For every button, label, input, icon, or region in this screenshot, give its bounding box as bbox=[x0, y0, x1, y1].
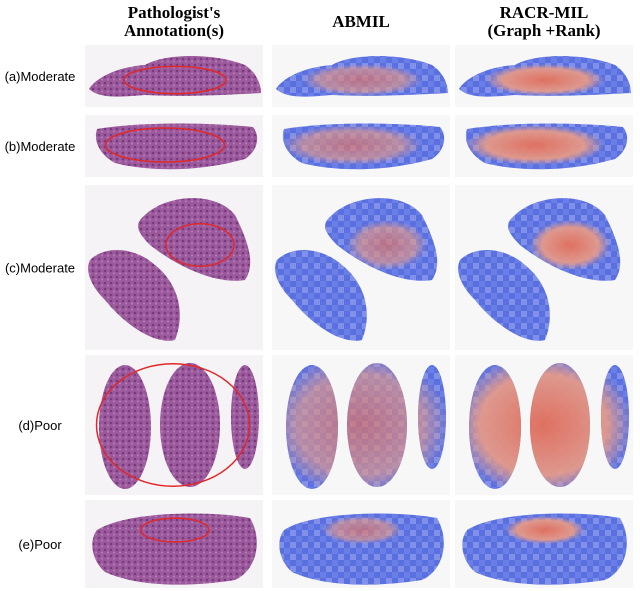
column-header: RACR-MIL bbox=[500, 3, 589, 22]
heatmap-hot bbox=[530, 220, 610, 270]
heatmap-hot bbox=[347, 220, 427, 270]
attention-region bbox=[347, 220, 427, 270]
heatmap-hot bbox=[302, 64, 422, 96]
row-label: (d)Poor bbox=[18, 418, 62, 433]
slide-image bbox=[272, 115, 450, 177]
slide-image bbox=[85, 45, 263, 107]
row-label: (a)Moderate bbox=[5, 69, 76, 84]
annotation-outline bbox=[104, 127, 226, 163]
slide-image bbox=[272, 45, 450, 107]
attention-region bbox=[530, 220, 610, 270]
tissue bbox=[92, 513, 257, 585]
slide-image bbox=[85, 500, 263, 588]
slide-image bbox=[85, 115, 263, 177]
slide-image bbox=[455, 355, 633, 495]
slide-image bbox=[455, 185, 633, 350]
attention-region bbox=[322, 516, 402, 544]
annotation-outline bbox=[123, 65, 227, 95]
slide-image bbox=[272, 500, 450, 588]
attention-region bbox=[282, 125, 422, 165]
heatmap-hot bbox=[485, 64, 605, 96]
column-header: Annotation(s) bbox=[124, 21, 224, 40]
annotation-outline bbox=[165, 223, 235, 267]
column-header: (Graph +Rank) bbox=[487, 21, 600, 40]
slide-image bbox=[85, 185, 263, 350]
row-label: (e)Poor bbox=[18, 537, 62, 552]
annotation-outline bbox=[95, 363, 251, 487]
heatmap-hot bbox=[322, 516, 402, 544]
heatmap-hot bbox=[505, 516, 585, 544]
slide-image bbox=[455, 115, 633, 177]
slide-image bbox=[85, 355, 263, 495]
attention-region bbox=[302, 64, 422, 96]
slide-image bbox=[455, 500, 633, 588]
attention-region bbox=[505, 516, 585, 544]
slide-image bbox=[272, 355, 450, 495]
column-header: ABMIL bbox=[332, 12, 390, 31]
attention-region bbox=[485, 64, 605, 96]
slide-image bbox=[272, 185, 450, 350]
row-label: (c)Moderate bbox=[5, 261, 75, 276]
column-header: Pathologist's bbox=[128, 3, 221, 22]
annotation-outline bbox=[140, 517, 210, 543]
row-label: (b)Moderate bbox=[5, 139, 76, 154]
heatmap-hot bbox=[465, 125, 605, 165]
slide-image bbox=[455, 45, 633, 107]
attention-region bbox=[465, 125, 605, 165]
heatmap-hot bbox=[282, 125, 422, 165]
